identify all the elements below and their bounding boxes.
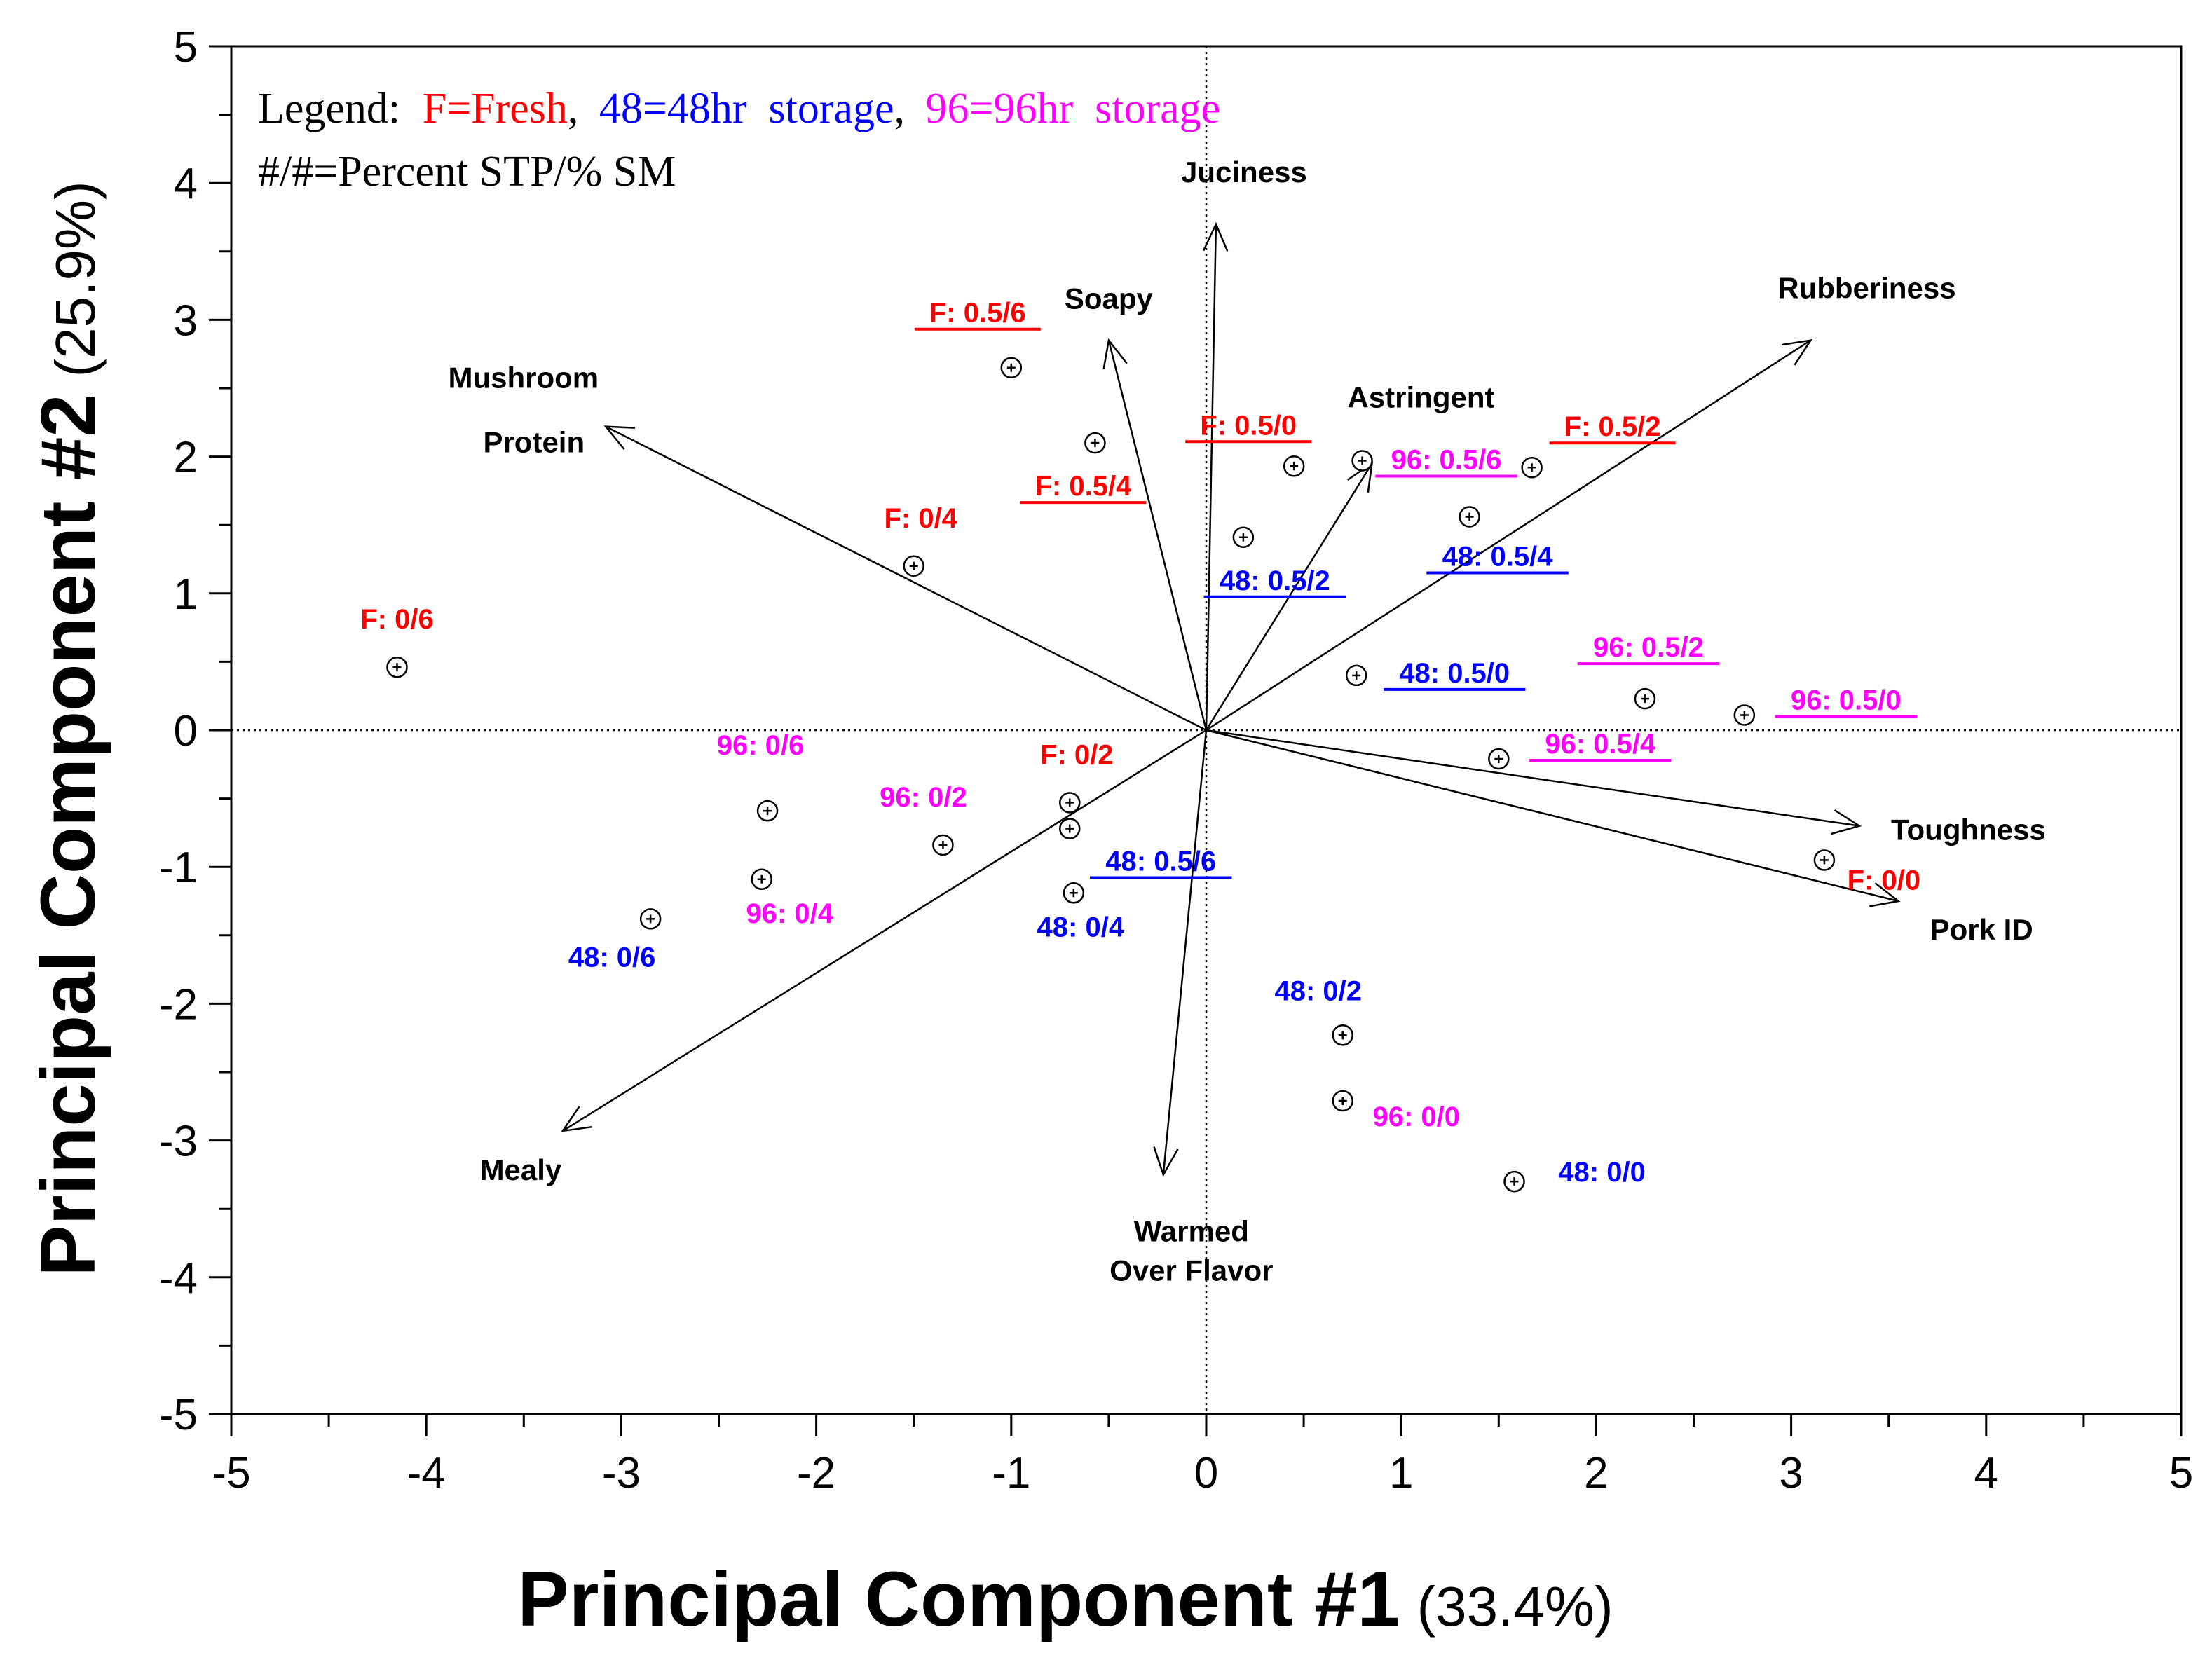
vector-label: Warmed bbox=[1134, 1214, 1249, 1247]
vector-label: Juciness bbox=[1181, 156, 1307, 188]
score-point-label: 48: 0.5/2 bbox=[1220, 565, 1330, 596]
y-tick-label: -5 bbox=[159, 1391, 198, 1439]
vector-line bbox=[1107, 340, 1208, 731]
score-point-label: F: 0/6 bbox=[360, 604, 433, 635]
vector-line bbox=[1206, 339, 1812, 732]
x-tick-label: 5 bbox=[2169, 1449, 2193, 1497]
x-tick-label: 3 bbox=[1779, 1449, 1803, 1497]
vector-line bbox=[1162, 729, 1208, 1175]
score-point-label: 96: 0/6 bbox=[717, 730, 805, 761]
score-point-label: 96: 0.5/6 bbox=[1391, 444, 1502, 475]
vector-line bbox=[562, 729, 1207, 1132]
score-point-label: F: 0/2 bbox=[1040, 739, 1113, 770]
score-point-label: F: 0/4 bbox=[884, 503, 957, 534]
y-tick-label: 4 bbox=[174, 160, 198, 208]
vector-arrowhead bbox=[1831, 809, 1862, 835]
score-point-label: 96: 0/0 bbox=[1372, 1102, 1460, 1132]
legend-line-2: #/#=Percent STP/% SM bbox=[258, 148, 676, 196]
x-tick-label: -1 bbox=[992, 1449, 1030, 1497]
score-point-label: F: 0.5/4 bbox=[1035, 471, 1133, 502]
y-tick-label: -1 bbox=[159, 844, 198, 892]
x-tick-label: 2 bbox=[1584, 1449, 1608, 1497]
vector-arrowhead bbox=[1781, 339, 1812, 366]
y-tick-label: 5 bbox=[174, 23, 198, 71]
vector-arrowhead bbox=[603, 425, 636, 451]
y-tick-label: 3 bbox=[174, 296, 198, 345]
vector-line bbox=[1205, 224, 1217, 731]
x-tick-label: 4 bbox=[1974, 1449, 1998, 1497]
x-tick-label: -5 bbox=[212, 1449, 250, 1497]
vector-label: Protein bbox=[483, 426, 585, 459]
score-point-label: F: 0.5/6 bbox=[929, 298, 1026, 329]
legend-separator: , bbox=[894, 85, 906, 132]
y-tick-label: -4 bbox=[159, 1254, 198, 1303]
vector-arrowhead bbox=[1202, 221, 1229, 252]
vector-label: Mushroom bbox=[448, 362, 599, 395]
legend-entry-fresh: F=Fresh bbox=[423, 85, 568, 132]
x-tick-label: 1 bbox=[1389, 1449, 1413, 1497]
y-axis-title-pct: (25.9%) bbox=[44, 181, 107, 377]
vector-arrowhead bbox=[561, 1106, 592, 1132]
x-axis-ticks: -5 -4 -3 -2 -1 0 1 2 3 4 5 bbox=[212, 1414, 2193, 1497]
vector-line bbox=[605, 425, 1207, 732]
y-tick-label: 0 bbox=[174, 707, 198, 755]
score-point-label: 48: 0/0 bbox=[1558, 1157, 1646, 1188]
y-axis-ticks: 5 4 3 2 1 0 -1 -2 -3 -4 -5 bbox=[159, 23, 231, 1439]
score-point-label: 96: 0/2 bbox=[880, 782, 967, 813]
vector-label: Over Flavor bbox=[1110, 1254, 1273, 1287]
y-axis-title: Principal Component #2 (25.9%) bbox=[25, 181, 111, 1276]
score-point-label: 48: 0/2 bbox=[1274, 975, 1362, 1006]
vector-arrowhead bbox=[1153, 1146, 1179, 1177]
legend-prefix: Legend: bbox=[258, 85, 400, 132]
score-point-label: F: 0.5/2 bbox=[1564, 411, 1661, 442]
y-tick-label: -3 bbox=[159, 1118, 198, 1166]
x-tick-label: -3 bbox=[602, 1449, 641, 1497]
legend-separator: , bbox=[568, 85, 579, 132]
vector-label: Astringent bbox=[1347, 380, 1494, 413]
score-points: F: 0.5/6 F: 0.5/4 F: 0.5/0 F: 0.5/2 F: 0/4 F:… bbox=[360, 298, 1920, 1193]
score-point-label: 96: 0.5/0 bbox=[1791, 685, 1902, 716]
score-point-label: 96: 0/4 bbox=[746, 898, 833, 929]
score-point-label: 48: 0.5/6 bbox=[1105, 846, 1216, 877]
x-tick-label: -2 bbox=[797, 1449, 835, 1497]
vector-line bbox=[1206, 729, 1860, 827]
vector-label: Toughness bbox=[1891, 814, 2046, 846]
x-axis-title: Principal Component #1 (33.4%) bbox=[517, 1556, 1613, 1642]
loading-vectors: Juciness Soapy Mushroom Protein Astringent Ru… bbox=[448, 156, 2045, 1287]
score-point-label: 48: 0.5/0 bbox=[1399, 658, 1510, 689]
y-axis-title-main: Principal Component #2 bbox=[25, 395, 111, 1277]
score-point-label: 96: 0.5/4 bbox=[1545, 729, 1656, 760]
vector-label: Soapy bbox=[1065, 282, 1154, 315]
score-point-label: 48: 0/6 bbox=[568, 942, 656, 973]
score-point-label: 48: 0/4 bbox=[1037, 912, 1125, 942]
vector-label: Pork ID bbox=[1930, 913, 2033, 946]
x-tick-label: -4 bbox=[407, 1449, 446, 1497]
vector-arrowhead bbox=[1869, 882, 1901, 907]
vector-line bbox=[1206, 729, 1899, 903]
score-point-label: F: 0.5/0 bbox=[1200, 410, 1297, 441]
vector-label: Mealy bbox=[480, 1153, 562, 1186]
y-tick-label: -2 bbox=[159, 980, 198, 1029]
score-point-label: 96: 0.5/2 bbox=[1593, 632, 1704, 663]
y-tick-label: 1 bbox=[174, 570, 198, 619]
x-axis-title-pct: (33.4%) bbox=[1416, 1575, 1613, 1638]
legend-entry-96hr: 96=96hr storage bbox=[926, 85, 1221, 132]
legend: Legend: F=Fresh, 48=48hr storage, 96=96h… bbox=[258, 85, 1220, 196]
y-tick-label: 2 bbox=[174, 434, 198, 482]
score-point-label: 48: 0.5/4 bbox=[1442, 541, 1554, 572]
score-point-label: F: 0/0 bbox=[1848, 865, 1920, 896]
x-tick-label: 0 bbox=[1194, 1449, 1218, 1497]
vector-label: Rubberiness bbox=[1777, 272, 1955, 305]
legend-line-1: Legend: F=Fresh, 48=48hr storage, 96=96h… bbox=[258, 85, 1220, 132]
legend-entry-48hr: 48=48hr storage bbox=[599, 85, 894, 132]
x-axis-title-main: Principal Component #1 bbox=[517, 1556, 1400, 1642]
vector-arrowhead bbox=[1102, 338, 1128, 370]
